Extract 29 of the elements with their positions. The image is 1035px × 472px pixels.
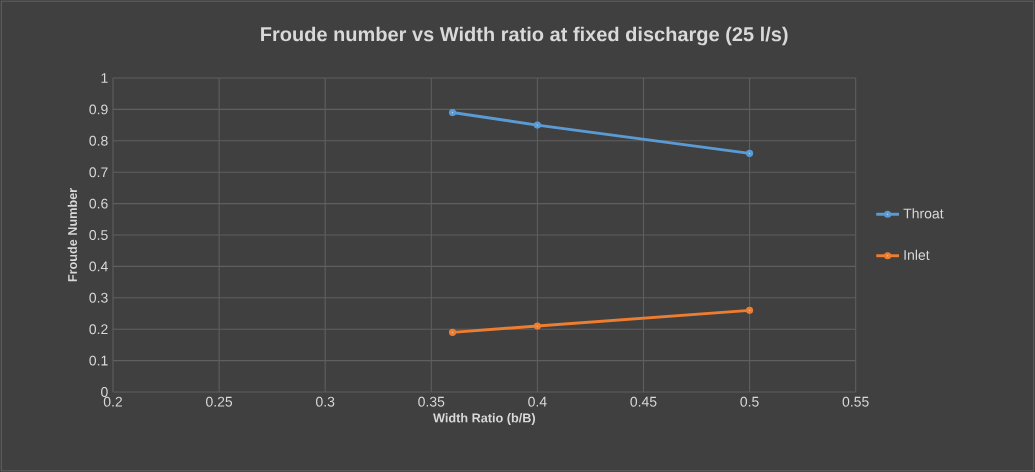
point <box>448 108 457 117</box>
y-axis-title: Froude Number <box>67 188 78 282</box>
x-tick-label: 0.45 <box>630 396 657 407</box>
x-tick-label: 0.25 <box>206 396 233 407</box>
x-tick-label: 0.3 <box>316 396 335 407</box>
y-tick-label: 0.7 <box>89 167 108 178</box>
y-tick-label: 0.9 <box>89 104 108 115</box>
y-tick-label: 0.4 <box>89 261 108 272</box>
y-tick-label: 0 <box>101 387 108 397</box>
y-tick-label: 0.8 <box>89 135 108 146</box>
x-tick-label: 0.55 <box>842 396 869 407</box>
y-tick-label: 0.3 <box>89 292 108 303</box>
y-tick-label: 0.5 <box>89 230 108 240</box>
y-tick-label: 0.2 <box>89 324 108 335</box>
y-tick-label: 1 <box>101 73 108 83</box>
point <box>533 121 541 129</box>
legend-label: Throat <box>903 208 944 219</box>
point <box>745 149 754 157</box>
point <box>448 328 457 336</box>
point <box>745 306 754 314</box>
legend-label: Inlet <box>904 249 930 260</box>
x-tick-label: 0.5 <box>740 396 759 407</box>
x-tick-label: 0.4 <box>528 396 547 407</box>
y-tick-label: 0.6 <box>89 198 108 209</box>
y-tick-label: 0.1 <box>89 355 108 366</box>
chart-title: Froude number vs Width ratio at fixed discharge (25 l/s) <box>261 26 788 46</box>
point <box>533 322 541 330</box>
x-tick-label: 0.35 <box>418 396 445 407</box>
x-axis-title: Width Ratio (b/B) <box>433 413 536 425</box>
